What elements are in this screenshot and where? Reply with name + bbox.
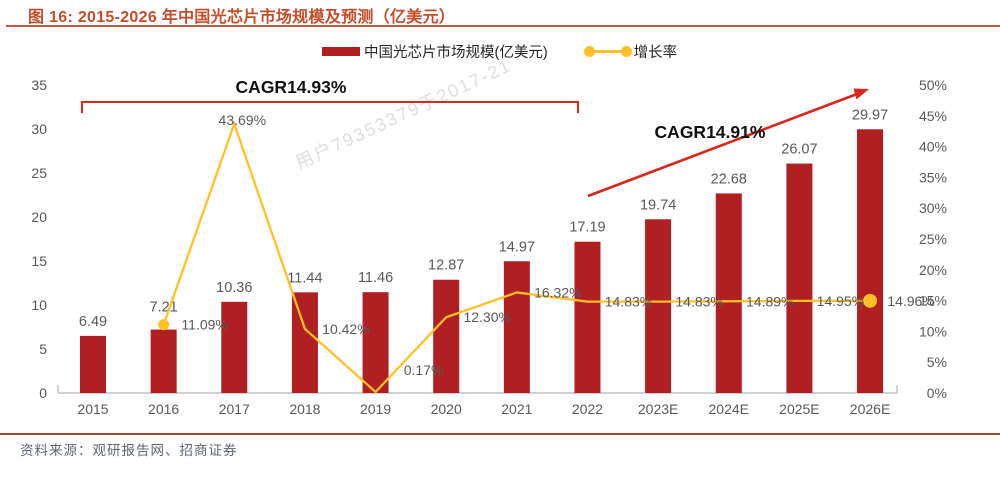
x-axis-category-label: 2025E (779, 401, 819, 417)
bar (645, 219, 672, 393)
x-axis-category-label: 2026E (850, 401, 890, 417)
bar-value-label: 6.49 (79, 314, 107, 330)
bar (574, 241, 601, 393)
left-axis-tick-label: 10 (31, 297, 47, 313)
right-axis-tick-label: 20% (919, 262, 947, 278)
source-note: 资料来源：观研报告网、招商证券 (20, 443, 238, 459)
growth-rate-label: 16.32% (534, 284, 581, 300)
bar (786, 163, 813, 393)
growth-rate-label: 14.83% (675, 294, 722, 310)
growth-rate-label: 14.83% (605, 294, 652, 310)
right-axis-tick-label: 45% (919, 108, 947, 124)
cagr-right-label: CAGR14.91% (655, 122, 766, 142)
cagr-arrow-shaft (587, 92, 858, 198)
bar-value-label: 29.97 (852, 107, 888, 123)
bar (150, 329, 177, 393)
growth-rate-label: 10.42% (322, 321, 369, 337)
bar (291, 292, 318, 393)
x-axis-category-label: 2022 (572, 401, 603, 417)
bar-value-label: 7.21 (150, 300, 178, 316)
right-axis-tick-label: 0% (927, 385, 947, 401)
bar (362, 292, 389, 393)
right-axis-tick-label: 40% (919, 139, 947, 155)
bar-value-label: 11.44 (287, 270, 322, 286)
growth-rate-label: 0.17% (404, 362, 444, 378)
growth-rate-label: 14.89% (746, 293, 793, 309)
legend-line-label: 增长率 (633, 45, 678, 61)
bar-value-label: 19.74 (640, 197, 676, 213)
left-axis-tick-label: 15 (31, 253, 47, 269)
chart-legend: 中国光芯片市场规模(亿美元) 增长率 (322, 41, 677, 62)
bar-value-label: 10.36 (216, 280, 252, 296)
figure-title: 图 16: 2015-2026 年中国光芯片市场规模及预测（亿美元） (28, 9, 456, 26)
bar-value-label: 26.07 (781, 142, 817, 158)
x-axis-category-label: 2018 (289, 401, 320, 417)
right-axis-tick-label: 50% (919, 77, 947, 93)
line-end-marker-icon (863, 293, 878, 308)
growth-rate-label: 14.96% (887, 293, 934, 309)
title-divider (6, 25, 1000, 27)
legend-bar-label: 中国光芯片市场规模(亿美元) (364, 45, 548, 61)
line-start-marker-icon (158, 319, 170, 331)
x-axis-category-label: 2017 (219, 401, 250, 417)
cagr-arrow-head-icon (853, 88, 869, 100)
left-axis-tick-label: 25 (31, 165, 47, 181)
x-axis-category-label: 2021 (501, 401, 532, 417)
growth-rate-label: 43.69% (219, 112, 266, 128)
x-axis-category-label: 2020 (431, 401, 462, 417)
bar-value-label: 22.68 (711, 171, 747, 187)
bar (857, 129, 884, 393)
legend-line-swatch-icon (583, 46, 632, 57)
right-axis-tick-label: 5% (927, 354, 947, 370)
left-axis-tick-label: 20 (31, 209, 47, 225)
left-axis-tick-label: 5 (39, 341, 47, 357)
bar-value-label: 14.97 (499, 239, 535, 255)
cagr-bracket (81, 101, 579, 113)
growth-rate-label: 11.09% (181, 317, 227, 333)
cagr-left-label: CAGR14.93% (236, 77, 347, 97)
right-axis-tick-label: 25% (919, 231, 947, 247)
growth-rate-label: 14.95% (817, 293, 864, 309)
bar (715, 193, 742, 393)
growth-rate-label: 12.30% (463, 309, 510, 325)
bar-value-label: 11.46 (358, 270, 393, 286)
right-axis-tick-label: 10% (919, 323, 947, 339)
bar (80, 335, 106, 393)
bar-value-label: 12.87 (428, 258, 464, 274)
bar-value-label: 17.19 (569, 220, 605, 236)
right-axis-tick-label: 30% (919, 200, 947, 216)
x-axis-category-label: 2023E (638, 401, 678, 417)
left-axis-tick-label: 35 (31, 77, 47, 93)
legend-bar-swatch-icon (322, 47, 360, 56)
bar (503, 261, 530, 393)
footer-divider (0, 433, 1000, 435)
right-axis-tick-label: 15% (919, 293, 947, 309)
left-axis-tick-label: 0 (39, 385, 47, 401)
bar (433, 279, 460, 393)
growth-line (162, 120, 871, 394)
bar (221, 301, 248, 393)
left-axis-tick-label: 30 (31, 121, 47, 137)
x-axis-category-label: 2015 (77, 401, 108, 417)
x-axis-category-label: 2016 (148, 401, 179, 417)
x-axis-category-label: 2024E (709, 401, 749, 417)
right-axis-tick-label: 35% (919, 169, 947, 185)
x-axis-category-label: 2019 (360, 401, 391, 417)
